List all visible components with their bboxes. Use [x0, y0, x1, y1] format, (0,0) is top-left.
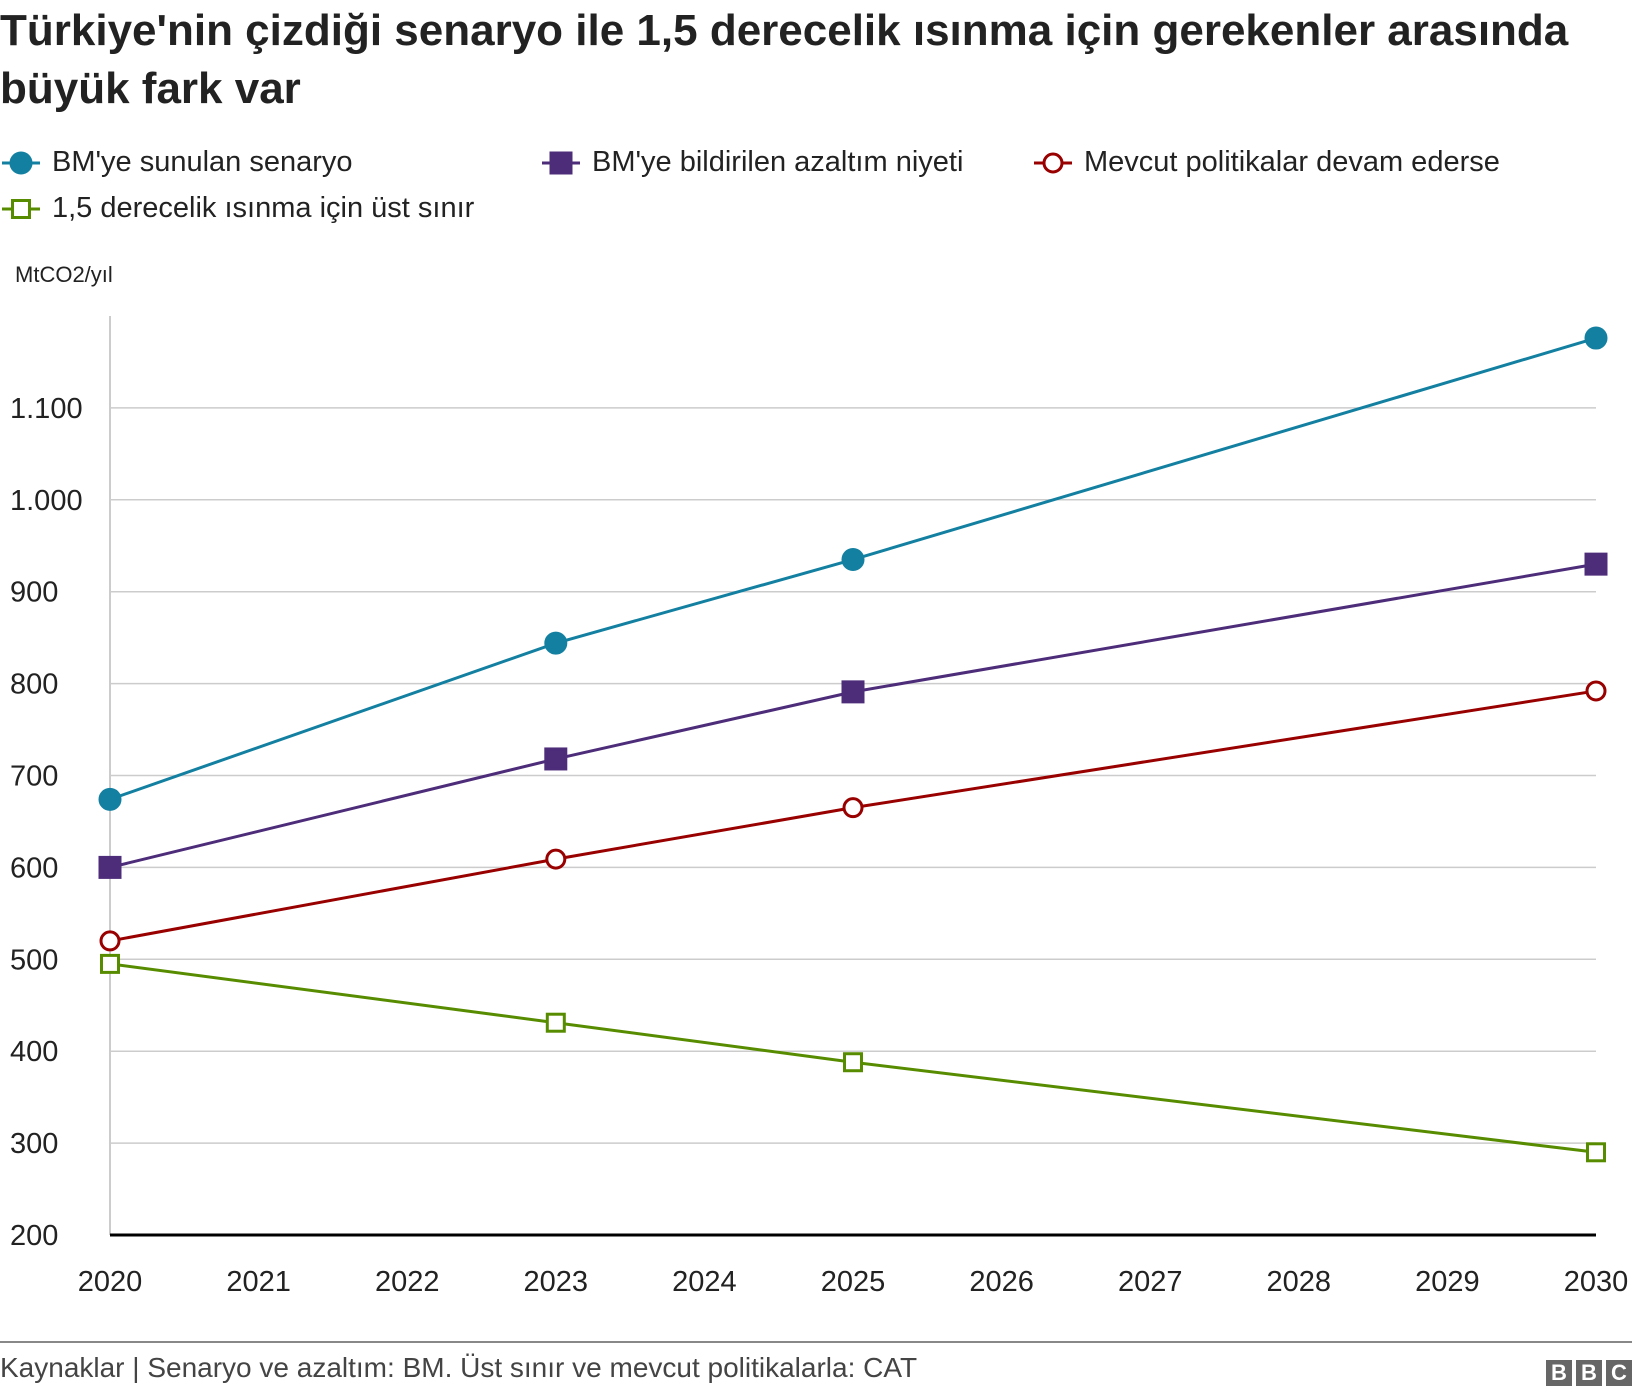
- data-point: [1584, 552, 1608, 576]
- series-line: [109, 689, 1597, 943]
- bbc-logo-letter: B: [1546, 1360, 1572, 1386]
- legend-item: 1,5 derecelik ısınma için üst sınır: [0, 192, 474, 225]
- y-tick-label: 300: [10, 1128, 58, 1160]
- legend-marker-icon: [2, 198, 40, 219]
- legend-marker-icon: [2, 151, 40, 174]
- data-point: [544, 631, 568, 655]
- data-point: [841, 680, 865, 704]
- x-tick-label: 2023: [524, 1266, 589, 1298]
- legend-item: BM'ye sunulan senaryo: [0, 146, 353, 179]
- data-point: [545, 1012, 566, 1033]
- data-point: [545, 848, 567, 870]
- legend-label: 1,5 derecelik ısınma için üst sınır: [52, 192, 475, 224]
- series-1: [98, 552, 1608, 879]
- y-tick-label: 1.100: [10, 393, 83, 425]
- data-point: [544, 747, 568, 771]
- y-tick-label: 500: [10, 944, 58, 976]
- data-point: [1586, 1142, 1606, 1163]
- y-tick-label: 200: [10, 1220, 58, 1252]
- data-point: [98, 855, 122, 879]
- y-tick-label: 800: [10, 669, 58, 701]
- y-tick-label: 600: [10, 852, 58, 884]
- data-point: [843, 1052, 863, 1073]
- data-point: [1585, 680, 1607, 702]
- line-chart: 200 300 400 500 600 700 800 900 1.000 1.100 2020 20…: [10, 316, 1629, 1298]
- y-tick-label: 700: [10, 761, 58, 793]
- series-line: [109, 962, 1597, 1154]
- chart-title: Türkiye'nin çizdiği senaryo ile 1,5 dere…: [0, 6, 1569, 113]
- series-0: [98, 326, 1608, 811]
- x-tick-label: 2024: [672, 1266, 737, 1298]
- y-tick-label: 400: [10, 1036, 58, 1068]
- data-point: [842, 797, 864, 819]
- series-3: [100, 953, 1606, 1163]
- legend-item: BM'ye bildirilen azaltım niyeti: [540, 146, 963, 179]
- series-2: [99, 680, 1607, 952]
- data-point: [841, 548, 865, 572]
- x-tick-label: 2022: [375, 1266, 440, 1298]
- legend-label: Mevcut politikalar devam ederse: [1084, 146, 1500, 178]
- data-point: [99, 930, 121, 952]
- x-tick-label: 2028: [1267, 1266, 1332, 1298]
- legend-marker: [9, 151, 33, 174]
- footer-divider: [0, 1341, 1632, 1343]
- legend-marker: [1042, 152, 1064, 173]
- series-line: [109, 336, 1597, 801]
- legend-marker: [11, 198, 31, 219]
- data-point: [1584, 326, 1608, 350]
- data-point: [100, 953, 120, 974]
- x-tick-label: 2030: [1564, 1266, 1629, 1298]
- x-tick-label: 2021: [226, 1266, 291, 1298]
- legend-marker-icon: [542, 151, 580, 174]
- legend-item: Mevcut politikalar devam ederse: [1032, 146, 1500, 179]
- x-tick-label: 2026: [969, 1266, 1034, 1298]
- y-axis-unit: MtCO2/yıl: [15, 262, 113, 287]
- legend-label: BM'ye sunulan senaryo: [52, 146, 353, 178]
- legend-marker: [549, 151, 573, 174]
- series-line: [109, 562, 1597, 869]
- bbc-logo: B B C: [1546, 1360, 1632, 1386]
- bbc-logo-letter: B: [1576, 1360, 1602, 1386]
- legend-label: BM'ye bildirilen azaltım niyeti: [592, 146, 964, 178]
- bbc-logo-letter: C: [1606, 1360, 1632, 1386]
- legend-marker-icon: [1034, 152, 1072, 173]
- data-point: [98, 787, 122, 811]
- x-tick-label: 2025: [821, 1266, 886, 1298]
- x-tick-label: 2029: [1415, 1266, 1480, 1298]
- source-text: Kaynaklar | Senaryo ve azaltım: BM. Üst …: [0, 1352, 918, 1383]
- x-tick-label: 2020: [78, 1266, 143, 1298]
- y-tick-label: 1.000: [10, 485, 83, 517]
- x-tick-label: 2027: [1118, 1266, 1183, 1298]
- y-tick-label: 900: [10, 577, 58, 609]
